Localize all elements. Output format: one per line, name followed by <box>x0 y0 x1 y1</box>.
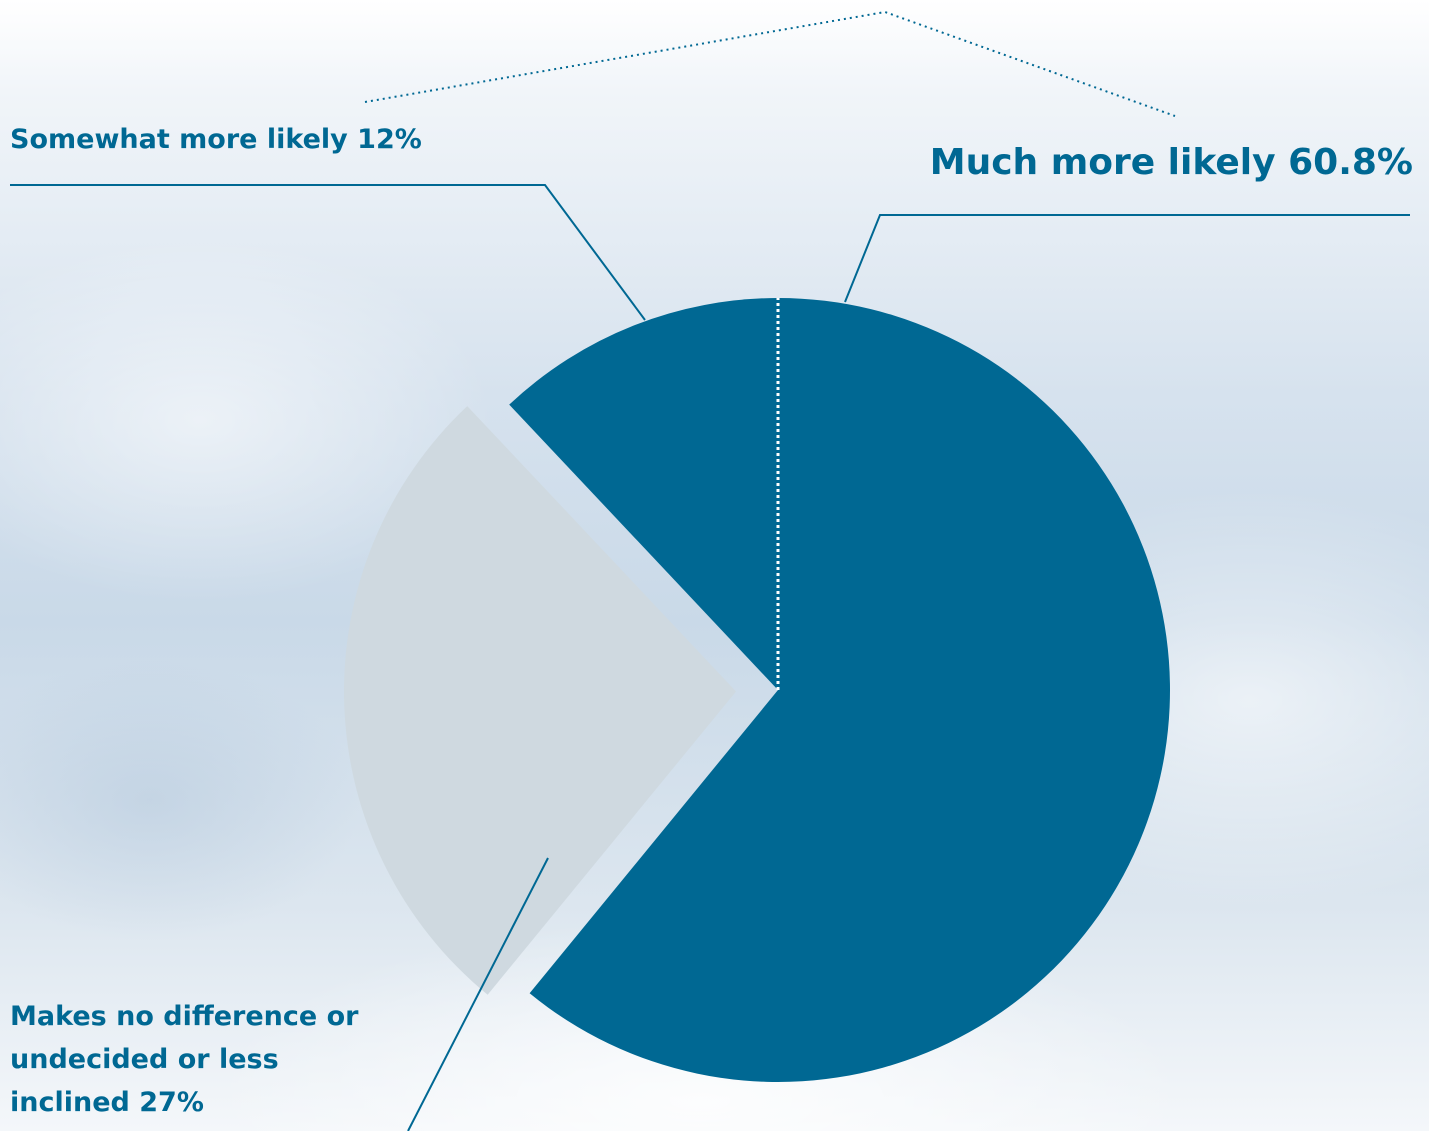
leader-line <box>844 214 1410 303</box>
pie-slice <box>529 298 1170 1082</box>
pie <box>344 298 1170 1082</box>
pie-slice <box>509 298 778 690</box>
leader-line <box>407 857 549 1131</box>
slice-label: Much more likely 60.8% <box>930 142 1413 183</box>
category-label: Much more likely <box>929 142 1276 183</box>
value-label: 60.8% <box>1288 142 1413 183</box>
pie-slice <box>344 406 737 995</box>
category-label: Makes no difference or undecided or less… <box>10 1001 359 1118</box>
slice-label: Somewhat more likely 12% <box>10 124 422 155</box>
value-label: 12% <box>357 124 422 155</box>
category-label: Somewhat more likely <box>10 124 348 155</box>
leader-line <box>10 184 646 321</box>
bracket <box>364 10 1176 117</box>
value-label: 27% <box>139 1087 204 1118</box>
slice-label: Makes no difference or undecided or less… <box>10 995 380 1124</box>
